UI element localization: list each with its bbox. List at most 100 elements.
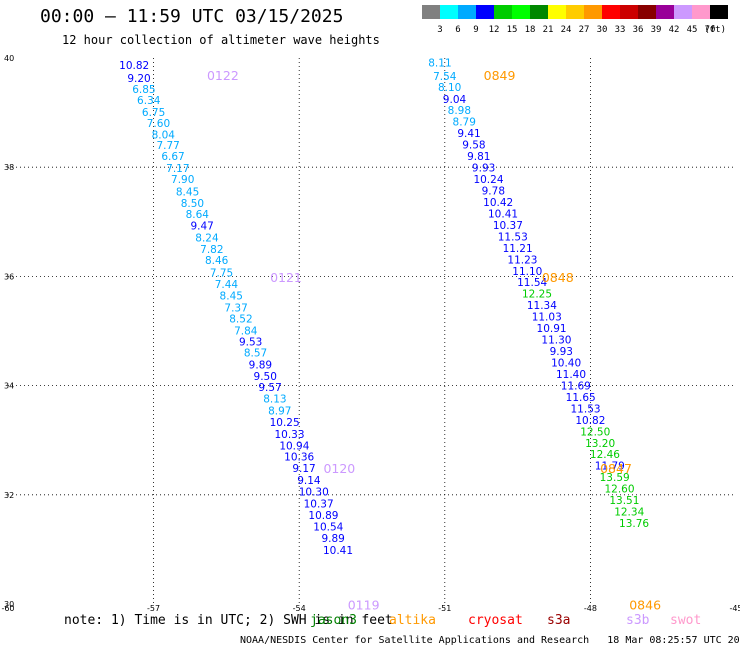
colorbar-tick-label: 12 [489, 25, 500, 35]
swh-value-label: 9.41 [457, 128, 480, 140]
swh-value-label: 13.76 [619, 518, 649, 530]
colorbar-tick-label: 33 [615, 25, 626, 35]
colorbar-swatch [422, 5, 440, 19]
swh-value-label: 8.97 [268, 406, 291, 418]
swh-value-label: 7.75 [210, 267, 233, 279]
swh-value-label: 10.40 [551, 357, 581, 369]
pass-time-label: 0122 [207, 68, 239, 83]
colorbar-swatch [602, 5, 620, 19]
y-tick-label: 34 [4, 382, 14, 391]
satellite-legend-s3a: s3a [547, 613, 571, 628]
swh-value-label: 7.54 [433, 71, 457, 83]
satellite-legend: jason3 altika cryosat s3a s3b swot [310, 613, 740, 629]
swh-value-label: 8.64 [186, 209, 210, 221]
swh-value-label: 11.23 [507, 254, 537, 266]
x-tick-label: -54 [293, 604, 306, 613]
footer-credit: NOAA/NESDIS Center for Satellite Applica… [240, 635, 740, 646]
swh-value-label: 9.89 [321, 533, 344, 545]
swh-value-label: 9.93 [550, 346, 573, 358]
colorbar-tick-label: 42 [669, 25, 680, 35]
colorbar-tick-label: 9 [473, 25, 478, 35]
colorbar-swatch [710, 5, 728, 19]
swh-value-label: 9.53 [239, 337, 262, 349]
colorbar-tick-label: 18 [525, 25, 536, 35]
colorbar-swatch [530, 5, 548, 19]
colorbar-tick-label: 24 [561, 25, 572, 35]
swh-value-label: 6.67 [161, 151, 184, 163]
y-tick-label: 32 [4, 491, 14, 500]
colorbar-swatch [512, 5, 530, 19]
swh-value-label: 10.30 [299, 486, 329, 498]
chart-subtitle: 12 hour collection of altimeter wave hei… [62, 33, 380, 47]
y-tick-label: 40 [4, 54, 14, 63]
swh-value-label: 13.51 [609, 495, 639, 507]
swh-value-label: 7.84 [234, 325, 258, 337]
swh-value-label: 10.91 [537, 323, 567, 335]
x-tick-label: -60 [1, 604, 14, 613]
swh-value-label: 9.20 [127, 73, 150, 85]
colorbar-tick-label: 3 [437, 25, 442, 35]
pass-time-label: 0848 [542, 270, 574, 285]
colorbar-unit: (ft) [704, 25, 726, 35]
x-tick-label: -45 [729, 604, 740, 613]
swh-value-label: 9.47 [190, 220, 213, 232]
pass-time-label: 0847 [600, 461, 632, 476]
swh-value-label: 8.46 [205, 255, 229, 267]
swh-value-label: 8.79 [453, 117, 476, 129]
footer-note: note: 1) Time is in UTC; 2) SWH is in fe… [64, 613, 393, 628]
swh-value-label: 11.65 [566, 392, 596, 404]
colorbar-swatch [494, 5, 512, 19]
colorbar-swatch [458, 5, 476, 19]
swh-value-label: 9.89 [249, 360, 272, 372]
swh-value-label: 6.34 [137, 95, 161, 107]
swh-value-label: 10.36 [284, 451, 314, 463]
swh-value-label: 11.10 [512, 266, 542, 278]
pass-time-label: 0846 [629, 597, 661, 612]
swh-value-label: 10.25 [270, 417, 300, 429]
pass-time-label: 0849 [484, 68, 516, 83]
swh-value-label: 7.82 [200, 244, 223, 256]
swh-value-label: 8.52 [229, 313, 252, 325]
swh-value-label: 9.50 [254, 371, 277, 383]
colorbar-swatch [620, 5, 638, 19]
swh-value-label: 7.60 [147, 118, 170, 130]
swh-value-label: 10.82 [119, 60, 149, 72]
colorbar-tick-label: 30 [597, 25, 608, 35]
swh-value-label: 11.40 [556, 369, 586, 381]
swh-value-label: 13.20 [585, 438, 615, 450]
swh-value-label: 6.85 [132, 84, 155, 96]
colorbar-tick-label: 6 [455, 25, 460, 35]
colorbar-swatch [548, 5, 566, 19]
swh-value-label: 10.82 [575, 415, 605, 427]
swh-value-label: 11.03 [532, 312, 562, 324]
swh-value-label: 11.54 [517, 277, 547, 289]
swh-value-label: 10.41 [323, 545, 353, 557]
swh-value-label: 11.21 [503, 243, 533, 255]
satellite-legend-swot: swot [670, 613, 702, 628]
swh-value-label: 9.58 [462, 140, 485, 152]
colorbar-tick-label: 15 [507, 25, 518, 35]
colorbar-tick-label: 70 [705, 25, 716, 35]
satellite-legend-altika: altika [389, 613, 436, 628]
swh-value-label: 9.93 [472, 163, 495, 175]
satellite-legend-s3b: s3b [626, 613, 650, 628]
colorbar-swatch [476, 5, 494, 19]
swh-value-label: 10.41 [488, 208, 518, 220]
colorbar-swatch [656, 5, 674, 19]
y-tick-label: 36 [4, 272, 14, 281]
swh-value-label: 9.57 [258, 382, 281, 394]
swh-value-label: 11.34 [527, 300, 557, 312]
x-tick-label: -57 [147, 604, 160, 613]
colorbar-tick-label: 21 [543, 25, 554, 35]
swh-value-label: 9.78 [482, 186, 505, 198]
pass-time-label: 0119 [348, 597, 380, 612]
colorbar-swatch [674, 5, 692, 19]
colorbar-tick-label: 36 [633, 25, 644, 35]
swh-value-label: 13.59 [600, 472, 630, 484]
swh-value-label: 11.53 [498, 231, 528, 243]
swh-value-label: 12.50 [580, 426, 610, 438]
swh-value-label: 11.53 [571, 403, 601, 415]
swh-value-label: 6.75 [142, 107, 165, 119]
swh-value-label: 11.79 [595, 461, 625, 473]
